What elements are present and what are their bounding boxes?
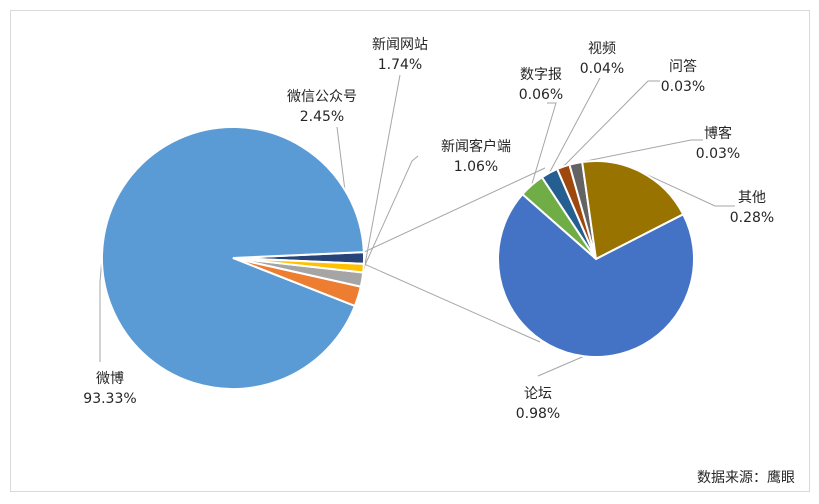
wechat-name-label: 微信公众号 [287, 89, 357, 105]
others-name-label: 其他 [738, 190, 766, 206]
wechat-value-label: 2.45% [300, 109, 344, 125]
weibo-value-label: 93.33% [83, 391, 136, 407]
qa-name-label: 问答 [669, 58, 697, 75]
source-note: 数据来源：鹰眼 [697, 470, 795, 486]
video-leader-line [548, 77, 601, 174]
digital-paper-name-label: 数字报 [520, 67, 562, 83]
forum-value-label: 0.98% [516, 406, 560, 422]
blog-leader-line [575, 139, 703, 164]
connector-line-top [363, 167, 546, 253]
news-app-name-label: 新闻客户端 [441, 138, 511, 155]
data-labels: 微博 93.33% 微信公众号 2.45% 新闻网站 1.74% 新闻客户端 1.06% 数字报… [83, 37, 774, 422]
secondary-pie [497, 160, 695, 358]
leader-lines [99, 74, 735, 377]
video-value-label: 0.04% [580, 61, 624, 77]
others-leader-line [640, 171, 735, 207]
chart-frame [10, 10, 810, 492]
news-app-leader-line [363, 155, 419, 269]
sub-slice-5 [497, 192, 695, 358]
weibo-name-label: 微博 [96, 370, 124, 387]
forum-name-label: 论坛 [524, 386, 552, 402]
blog-name-label: 博客 [704, 125, 732, 142]
news-site-name-label: 新闻网站 [372, 37, 428, 53]
qa-value-label: 0.03% [661, 79, 705, 95]
forum-leader-line [537, 355, 585, 377]
video-name-label: 视频 [588, 41, 616, 57]
blog-value-label: 0.03% [696, 146, 740, 162]
main-pie [101, 126, 366, 390]
others-value-label: 0.28% [730, 210, 774, 226]
connector-line-bottom [363, 263, 541, 343]
sub-slice-4 [581, 160, 685, 261]
digital-paper-leader-line [531, 102, 557, 186]
digital-paper-value-label: 0.06% [519, 87, 563, 103]
news-site-value-label: 1.74% [378, 57, 422, 73]
news-site-leader-line [361, 74, 401, 280]
connector-lines [363, 167, 546, 343]
main-slice-3 [232, 257, 365, 274]
news-app-value-label: 1.06% [454, 159, 498, 175]
qa-leader-line [562, 80, 660, 167]
